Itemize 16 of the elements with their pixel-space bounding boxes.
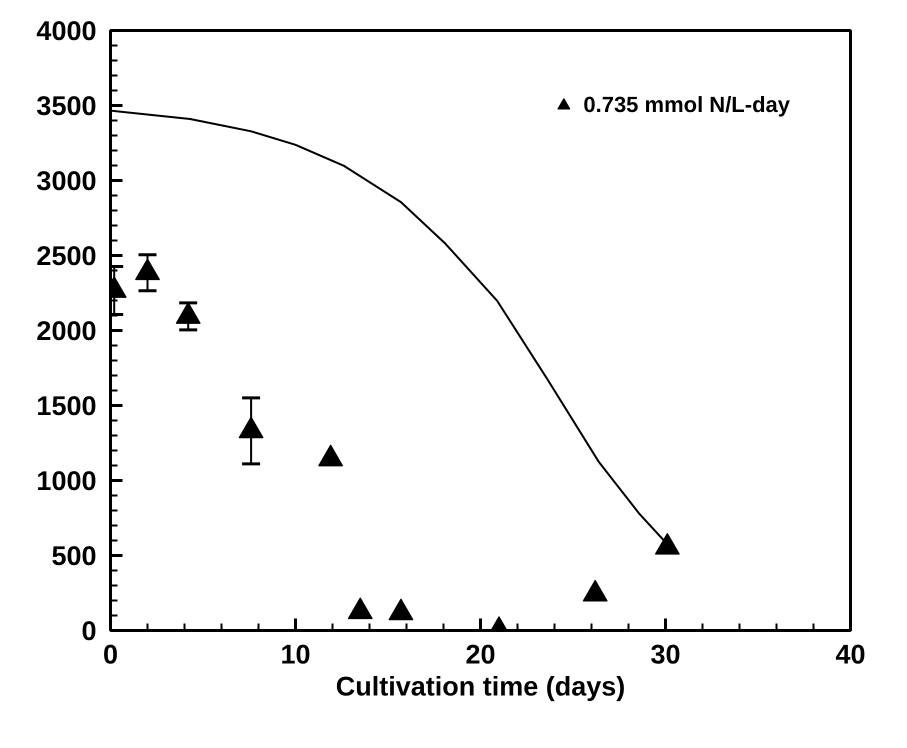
y-tick-label: 3500 xyxy=(36,91,97,121)
x-tick-label: 10 xyxy=(280,640,311,670)
y-tick-label: 2000 xyxy=(36,316,97,346)
legend-label: 0.735 mmol N/L-day xyxy=(583,92,790,118)
y-tick-label: 3000 xyxy=(36,166,97,196)
x-tick-label: 20 xyxy=(465,640,496,670)
x-axis-title: Cultivation time (days) xyxy=(336,672,626,702)
x-tick-label: 30 xyxy=(650,640,681,670)
y-tick-label: 4000 xyxy=(36,16,97,46)
y-tick-label: 1000 xyxy=(36,466,97,496)
y-tick-label: 500 xyxy=(51,541,97,571)
x-tick-label: 0 xyxy=(102,640,118,670)
y-tick-label: 1500 xyxy=(36,391,97,421)
x-tick-label: 40 xyxy=(835,640,866,670)
y-tick-label: 0 xyxy=(81,616,97,646)
y-tick-label: 2500 xyxy=(36,241,97,271)
